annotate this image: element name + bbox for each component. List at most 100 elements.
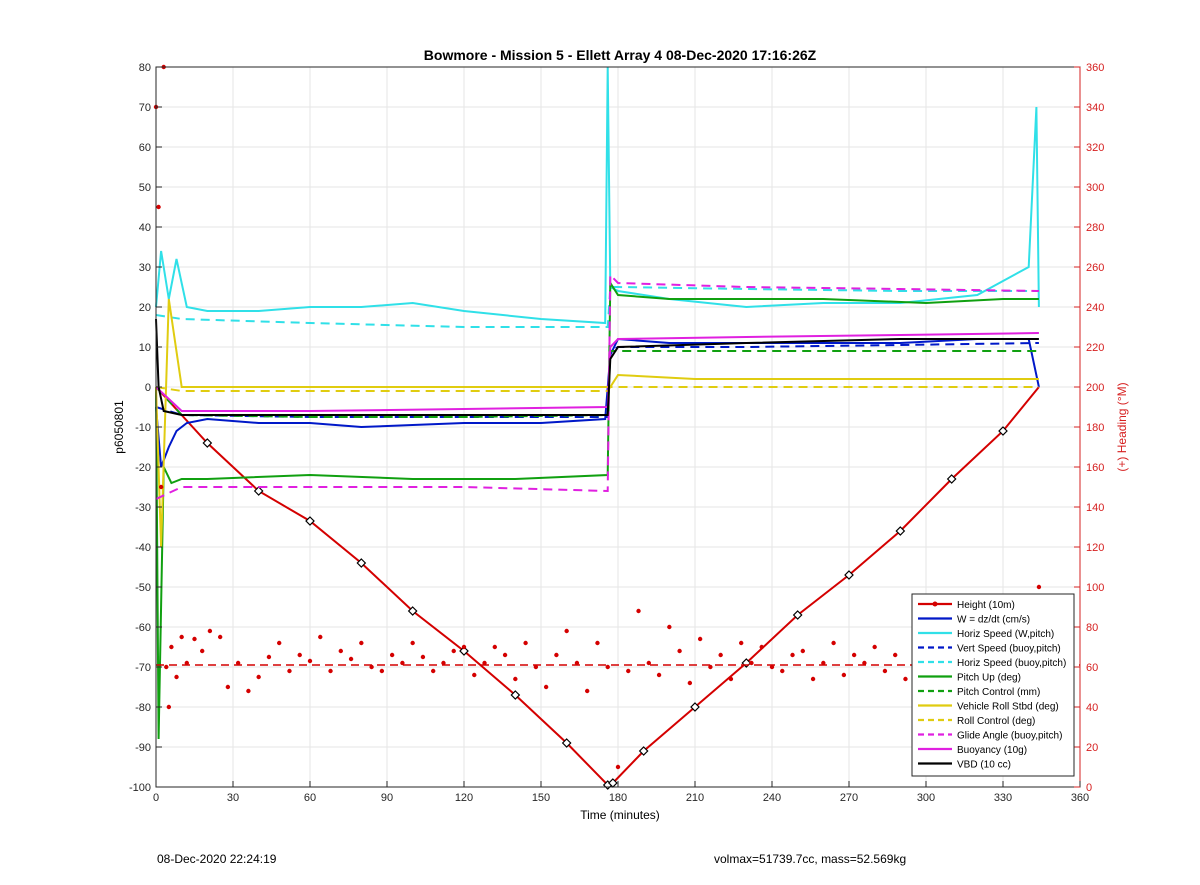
heading-point-39	[482, 660, 487, 666]
height-marker-18	[998, 426, 1008, 436]
x-tick-label-12: 360	[1071, 792, 1089, 804]
heading-point-49	[585, 688, 590, 694]
heading-point-32	[410, 640, 415, 646]
heading-point-56	[656, 672, 662, 678]
height-marker-7	[510, 690, 521, 700]
y-left-tick-label-2: -80	[135, 702, 151, 714]
y-right-tick-label-15: 300	[1086, 182, 1104, 194]
heading-point-53	[626, 668, 631, 674]
x-ticks: 0 30 60 90 120 150 180 210 240 270 300 330 360	[153, 781, 1089, 804]
legend-label-5: Pitch Up (deg)	[957, 673, 1021, 684]
heading-point-21	[297, 652, 302, 658]
x-tick-label-9: 270	[840, 792, 858, 804]
heading-point-4	[164, 664, 169, 670]
legend-label-6: Pitch Control (mm)	[957, 687, 1040, 698]
height-marker-4	[356, 558, 367, 568]
heading-point-74	[841, 672, 847, 678]
y-right-tick-label-16: 320	[1086, 142, 1104, 154]
y-right-tick-label-17: 340	[1086, 102, 1104, 114]
y-axis-label-left: p6050801	[112, 400, 126, 454]
heading-point-8	[179, 634, 184, 640]
y-right-tick-label-8: 160	[1086, 462, 1104, 474]
y-left-tick-label-10: 0	[145, 382, 151, 394]
heading-point-78	[882, 668, 888, 674]
heading-point-6	[169, 644, 174, 650]
y-right-tick-label-2: 40	[1086, 702, 1098, 714]
y-left-tick-label-6: -40	[135, 542, 151, 554]
heading-point-51	[605, 664, 610, 670]
heading-point-65	[749, 660, 754, 666]
heading-point-42	[513, 676, 518, 682]
y-left-tick-label-16: 60	[139, 142, 151, 154]
heading-point-63	[728, 676, 734, 682]
series-lines	[155, 66, 1040, 790]
legend-label-9: Glide Angle (buoy,pitch)	[957, 731, 1062, 742]
y-left-tick-label-12: 20	[139, 302, 151, 314]
heading-point-54	[636, 608, 641, 614]
heading-point-22	[307, 658, 313, 664]
heading-point-33	[420, 654, 426, 660]
x-tick-label-11: 330	[994, 792, 1012, 804]
heading-point-11	[200, 648, 205, 654]
heading-point-17	[256, 674, 261, 680]
heading-point-43	[523, 640, 528, 646]
heading-point-70	[800, 648, 805, 654]
y-ticks-left: -100-90-80-70-60-50-40-30-20-10010203040…	[129, 62, 162, 794]
x-tick-label-3: 90	[381, 792, 393, 804]
height-marker-6	[459, 646, 469, 656]
x-tick-label-6: 180	[609, 792, 627, 804]
y-right-tick-label-1: 20	[1086, 742, 1098, 754]
heading-point-80	[903, 676, 908, 682]
heading-point-79	[893, 652, 898, 658]
heading-point-68	[780, 668, 785, 674]
x-tick-label-1: 30	[227, 792, 239, 804]
heading-point-34	[431, 668, 436, 674]
heading-point-44	[533, 664, 539, 670]
y-right-tick-label-12: 240	[1086, 302, 1104, 314]
y-right-tick-label-14: 280	[1086, 222, 1104, 234]
heading-point-58	[677, 648, 682, 654]
height-marker-11	[638, 746, 649, 756]
y-left-tick-label-17: 70	[139, 102, 151, 114]
height-marker-3	[305, 516, 315, 526]
heading-point-12	[207, 628, 213, 634]
x-tick-label-0: 0	[153, 792, 159, 804]
height-marker-5	[407, 606, 418, 616]
y-left-tick-label-8: -20	[135, 462, 151, 474]
heading-point-20	[287, 668, 292, 674]
y-left-tick-label-14: 40	[139, 222, 151, 234]
heading-point-52	[615, 764, 621, 770]
x-tick-label-5: 150	[532, 792, 550, 804]
y-left-tick-label-4: -60	[135, 622, 151, 634]
x-tick-label-7: 210	[686, 792, 704, 804]
x-tick-label-2: 60	[304, 792, 316, 804]
legend-label-7: Vehicle Roll Stbd (deg)	[957, 702, 1059, 713]
heading-point-41	[502, 652, 508, 658]
y-left-tick-label-18: 80	[139, 62, 151, 74]
x-tick-label-10: 300	[917, 792, 935, 804]
heading-point-93	[1036, 584, 1042, 590]
y-left-tick-label-7: -30	[135, 502, 151, 514]
heading-point-72	[821, 660, 826, 666]
heading-point-40	[492, 644, 497, 650]
legend-label-3: Vert Speed (buoy,pitch)	[957, 644, 1061, 655]
heading-point-16	[246, 688, 251, 694]
heading-point-24	[328, 668, 333, 674]
series-line-11	[155, 318, 1039, 416]
heading-point-62	[718, 652, 723, 658]
heading-point-76	[862, 660, 867, 666]
legend-marker-0	[932, 601, 938, 607]
heading-point-59	[687, 680, 693, 686]
height-marker-12	[690, 702, 700, 712]
heading-point-7	[174, 674, 179, 680]
y-right-tick-label-6: 120	[1086, 542, 1104, 554]
legend-label-11: VBD (10 cc)	[957, 760, 1011, 771]
y-right-tick-label-13: 260	[1086, 262, 1104, 274]
legend-label-10: Buoyancy (10g)	[957, 745, 1027, 756]
y-left-tick-label-13: 30	[139, 262, 151, 274]
heading-point-46	[554, 652, 559, 658]
heading-point-31	[400, 660, 405, 666]
heading-point-5	[166, 704, 172, 710]
series-line-2	[155, 66, 1040, 325]
